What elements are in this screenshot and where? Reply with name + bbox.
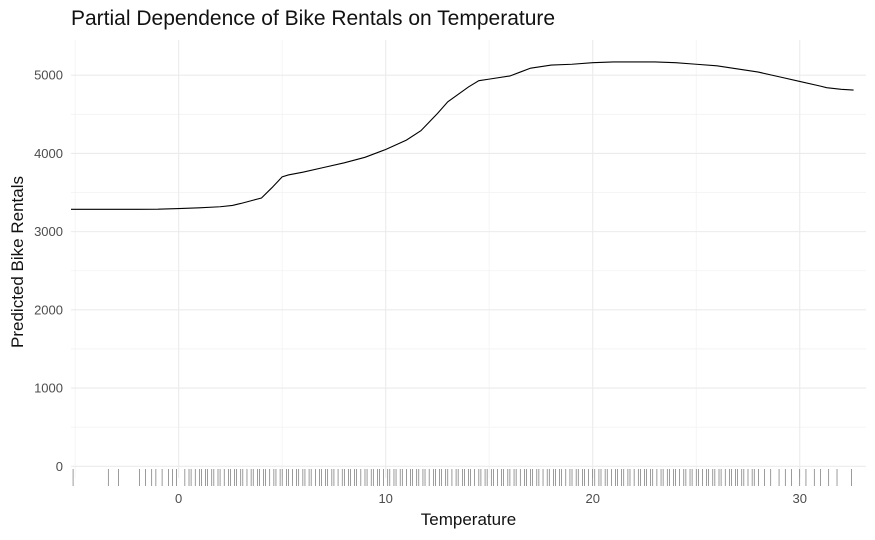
y-tick-label: 4000 — [34, 146, 63, 161]
y-tick-labels: 0 1000 2000 3000 4000 5000 — [34, 68, 63, 474]
pd-line — [71, 61, 854, 210]
x-tick-label: 0 — [175, 491, 182, 506]
y-tick-label: 0 — [56, 459, 63, 474]
y-tick-label: 2000 — [34, 302, 63, 317]
y-tick-label: 3000 — [34, 224, 63, 239]
x-tick-label: 30 — [793, 491, 807, 506]
x-tick-label: 20 — [585, 491, 599, 506]
y-tick-label: 1000 — [34, 381, 63, 396]
rug-marks — [72, 469, 852, 486]
x-tick-label: 10 — [378, 491, 392, 506]
major-grid — [71, 40, 866, 478]
chart-title: Partial Dependence of Bike Rentals on Te… — [71, 7, 556, 30]
y-tick-label: 5000 — [34, 68, 63, 83]
x-axis-title: Temperature — [420, 510, 517, 529]
minor-grid — [71, 40, 866, 478]
x-tick-labels: 0 10 20 30 — [175, 491, 807, 506]
